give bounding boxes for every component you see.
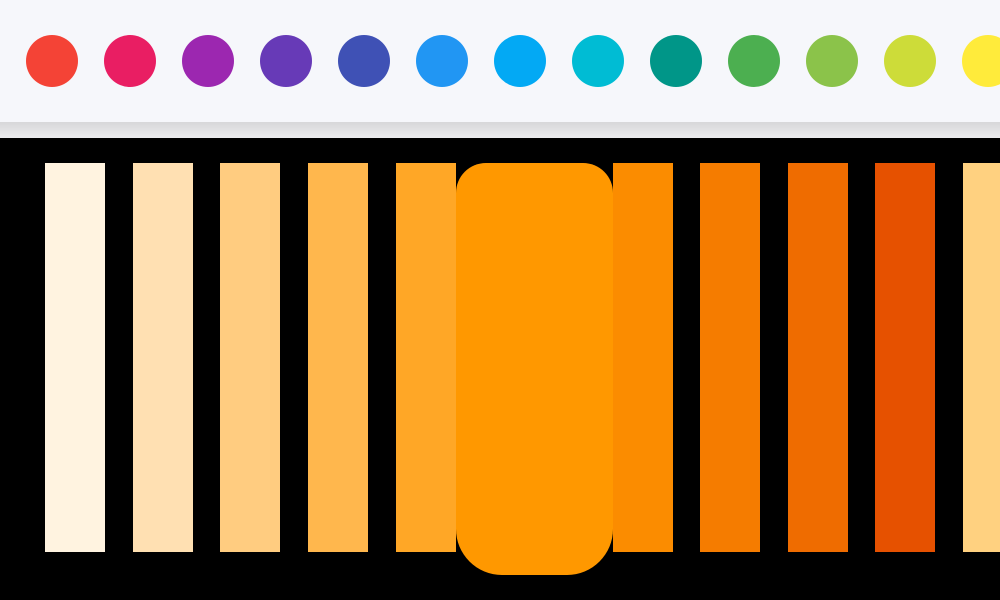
hue-swatch-lime[interactable] — [884, 35, 936, 87]
hue-swatch-pink[interactable] — [104, 35, 156, 87]
hue-swatch-indigo[interactable] — [338, 35, 390, 87]
hue-swatch-light-blue[interactable] — [494, 35, 546, 87]
hue-swatch-red[interactable] — [26, 35, 78, 87]
shade-swatch-orange-A100[interactable] — [963, 163, 1000, 552]
shade-swatch-orange-500[interactable] — [456, 163, 613, 575]
hue-swatch-yellow[interactable] — [962, 35, 1000, 87]
shade-swatch-orange-600[interactable] — [613, 163, 673, 552]
shade-swatch-orange-50[interactable] — [45, 163, 105, 552]
hue-palette-row — [0, 0, 1000, 122]
shade-palette-area — [0, 138, 1000, 600]
shade-swatch-orange-400[interactable] — [396, 163, 456, 552]
shade-swatch-orange-300[interactable] — [308, 163, 368, 552]
hue-swatch-purple[interactable] — [182, 35, 234, 87]
header-divider — [0, 122, 1000, 138]
hue-swatch-green[interactable] — [728, 35, 780, 87]
hue-palette-bar — [0, 0, 1000, 122]
hue-swatch-deep-purple[interactable] — [260, 35, 312, 87]
shade-swatch-orange-700[interactable] — [700, 163, 760, 552]
shade-swatch-orange-900[interactable] — [875, 163, 935, 552]
hue-swatch-teal[interactable] — [650, 35, 702, 87]
shade-swatch-orange-100[interactable] — [133, 163, 193, 552]
hue-swatch-light-green[interactable] — [806, 35, 858, 87]
shade-swatch-orange-800[interactable] — [788, 163, 848, 552]
shade-swatch-orange-200[interactable] — [220, 163, 280, 552]
hue-swatch-cyan[interactable] — [572, 35, 624, 87]
hue-swatch-blue[interactable] — [416, 35, 468, 87]
